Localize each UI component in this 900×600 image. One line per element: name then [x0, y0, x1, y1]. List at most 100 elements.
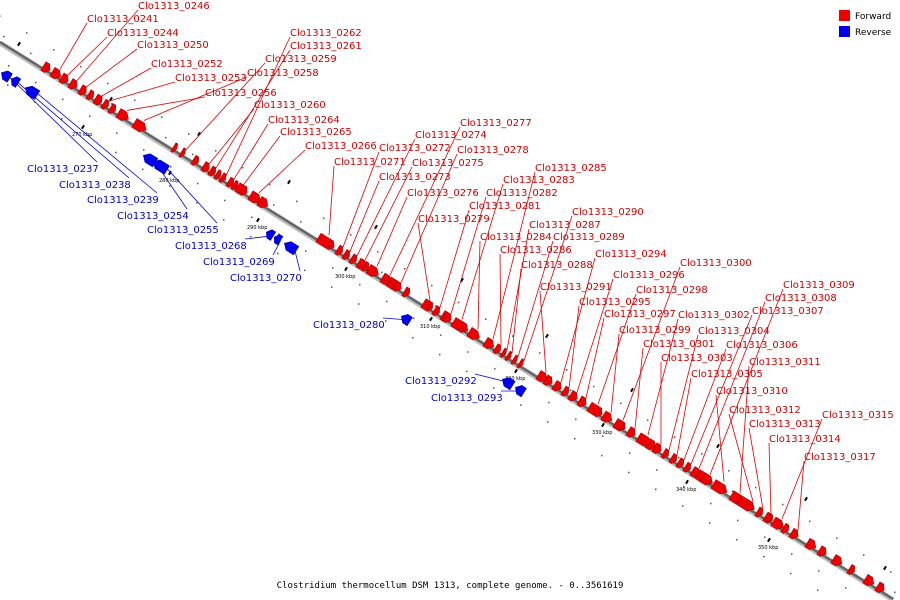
leader-line [523, 215, 573, 361]
gene-label[interactable]: Clo1313_0298 [636, 285, 708, 296]
gene-label[interactable]: Clo1313_0286 [500, 245, 572, 256]
track-dot [494, 368, 496, 370]
leader-line [797, 460, 805, 531]
forward-gene-block [401, 286, 411, 298]
gene-label[interactable]: Clo1313_0303 [661, 353, 733, 364]
gene-label[interactable]: Clo1313_0256 [205, 88, 277, 99]
gene-label[interactable]: Clo1313_0237 [27, 164, 99, 175]
track-dot [170, 166, 172, 168]
gene-label[interactable]: Clo1313_0271 [334, 157, 406, 168]
gene-label[interactable]: Clo1313_0274 [415, 130, 487, 141]
gene-label[interactable]: Clo1313_0270 [230, 273, 302, 284]
leader-line [683, 348, 727, 460]
gene-label[interactable]: Clo1313_0246 [138, 1, 210, 12]
gene-label[interactable]: Clo1313_0284 [480, 232, 552, 243]
gene-label[interactable]: Clo1313_0306 [726, 340, 798, 351]
gene-label[interactable]: Clo1313_0261 [290, 41, 362, 52]
gene-label[interactable]: Clo1313_0302 [678, 310, 750, 321]
gene-label[interactable]: Clo1313_0285 [535, 163, 607, 174]
gene-label[interactable]: Clo1313_0294 [595, 249, 667, 260]
gene-label[interactable]: Clo1313_0307 [752, 306, 824, 317]
gene-label[interactable]: Clo1313_0301 [643, 339, 715, 350]
gene-label[interactable]: Clo1313_0291 [540, 282, 612, 293]
leader-line [143, 76, 248, 121]
gene-label[interactable]: Clo1313_0297 [604, 309, 676, 320]
gene-label[interactable]: Clo1313_0287 [529, 220, 601, 231]
gene-label[interactable]: Clo1313_0276 [407, 188, 479, 199]
gene-label[interactable]: Clo1313_0292 [405, 376, 477, 387]
track-dot [381, 271, 383, 274]
track-dot [331, 286, 333, 288]
gene-label[interactable]: Clo1313_0281 [469, 201, 541, 212]
gene-label[interactable]: Clo1313_0260 [254, 100, 326, 111]
gene-label[interactable]: Clo1313_0308 [765, 293, 837, 304]
gene-label[interactable]: Clo1313_0317 [804, 452, 876, 463]
gene-label[interactable]: Clo1313_0293 [431, 393, 503, 404]
gene-label[interactable]: Clo1313_0250 [137, 40, 209, 51]
gene-label[interactable]: Clo1313_0310 [716, 386, 788, 397]
forward-gene-arrow [40, 61, 51, 73]
gene-label[interactable]: Clo1313_0268 [175, 241, 247, 252]
gene-clo1313_0292 [502, 377, 516, 391]
gene-clo1313_0300 [612, 418, 625, 431]
forward-gene-arrow [441, 311, 452, 323]
gene-label[interactable]: Clo1313_0314 [769, 434, 841, 445]
gene-label[interactable]: Clo1313_0269 [203, 257, 275, 268]
gene-label[interactable]: Clo1313_0295 [579, 297, 651, 308]
track-dot [678, 456, 680, 459]
gene-label[interactable]: Clo1313_0290 [572, 207, 644, 218]
forward-gene-arrow [315, 232, 333, 248]
gene-label[interactable]: Clo1313_0265 [280, 127, 352, 138]
gene-label[interactable]: Clo1313_0239 [87, 195, 159, 206]
leader-line [728, 413, 754, 502]
track-dot [894, 591, 896, 594]
gene-label[interactable]: Clo1313_0259 [265, 54, 337, 65]
gene-label[interactable]: Clo1313_0304 [698, 326, 770, 337]
gene-label[interactable]: Clo1313_0280 [313, 320, 385, 331]
gene-label[interactable]: Clo1313_0262 [290, 28, 362, 39]
gene-label[interactable]: Clo1313_0258 [247, 68, 319, 79]
gene-label[interactable]: Clo1313_0279 [418, 214, 490, 225]
gene-label[interactable]: Clo1313_0309 [783, 280, 855, 291]
gene-label[interactable]: Clo1313_0289 [553, 232, 625, 243]
gene-label[interactable]: Clo1313_0254 [117, 211, 189, 222]
gene-label[interactable]: Clo1313_0241 [87, 14, 159, 25]
gene-label[interactable]: Clo1313_0300 [680, 258, 752, 269]
gene-label[interactable]: Clo1313_0315 [822, 410, 894, 421]
gene-label[interactable]: Clo1313_0273 [379, 172, 451, 183]
gene-label[interactable]: Clo1313_0266 [305, 141, 377, 152]
gene-label[interactable]: Clo1313_0282 [486, 188, 558, 199]
gene-clo1313_0299 [600, 410, 613, 423]
forward-gene-block [190, 154, 200, 166]
forward-gene-arrow [115, 108, 129, 121]
gene-label[interactable]: Clo1313_0244 [107, 28, 179, 39]
gene-label[interactable]: Clo1313_0305 [691, 369, 763, 380]
track-dot [323, 217, 325, 219]
gene-clo1313_0253 [100, 98, 110, 110]
gene-label[interactable]: Clo1313_0299 [619, 325, 691, 336]
gene-label[interactable]: Clo1313_0275 [412, 158, 484, 169]
gene-label[interactable]: Clo1313_0288 [521, 260, 593, 271]
track-dot [458, 301, 460, 304]
gene-clo1313_0293 [515, 385, 527, 398]
gene-label[interactable]: Clo1313_0313 [749, 419, 821, 430]
track-dot [7, 84, 9, 86]
gene-label[interactable]: Clo1313_0253 [175, 73, 247, 84]
leader-line [698, 301, 766, 469]
gene-label[interactable]: Clo1313_0277 [460, 118, 532, 129]
gene-clo1313_0314 [762, 511, 772, 523]
gene-label[interactable]: Clo1313_0278 [457, 145, 529, 156]
gene-label[interactable]: Clo1313_0311 [749, 357, 821, 368]
gene-label[interactable]: Clo1313_0264 [268, 115, 340, 126]
gene-label[interactable]: Clo1313_0255 [147, 225, 219, 236]
gene-label[interactable]: Clo1313_0296 [613, 270, 685, 281]
gene-label[interactable]: Clo1313_0312 [729, 405, 801, 416]
track-dot [3, 35, 5, 38]
gene-label[interactable]: Clo1313_0283 [503, 175, 575, 186]
forward-gene-arrow [213, 169, 222, 180]
track-dot [188, 133, 190, 135]
gene-label[interactable]: Clo1313_0252 [151, 59, 223, 70]
reverse-gene-arrow [284, 241, 300, 256]
gene-label[interactable]: Clo1313_0272 [379, 143, 451, 154]
gene-label[interactable]: Clo1313_0238 [59, 180, 131, 191]
